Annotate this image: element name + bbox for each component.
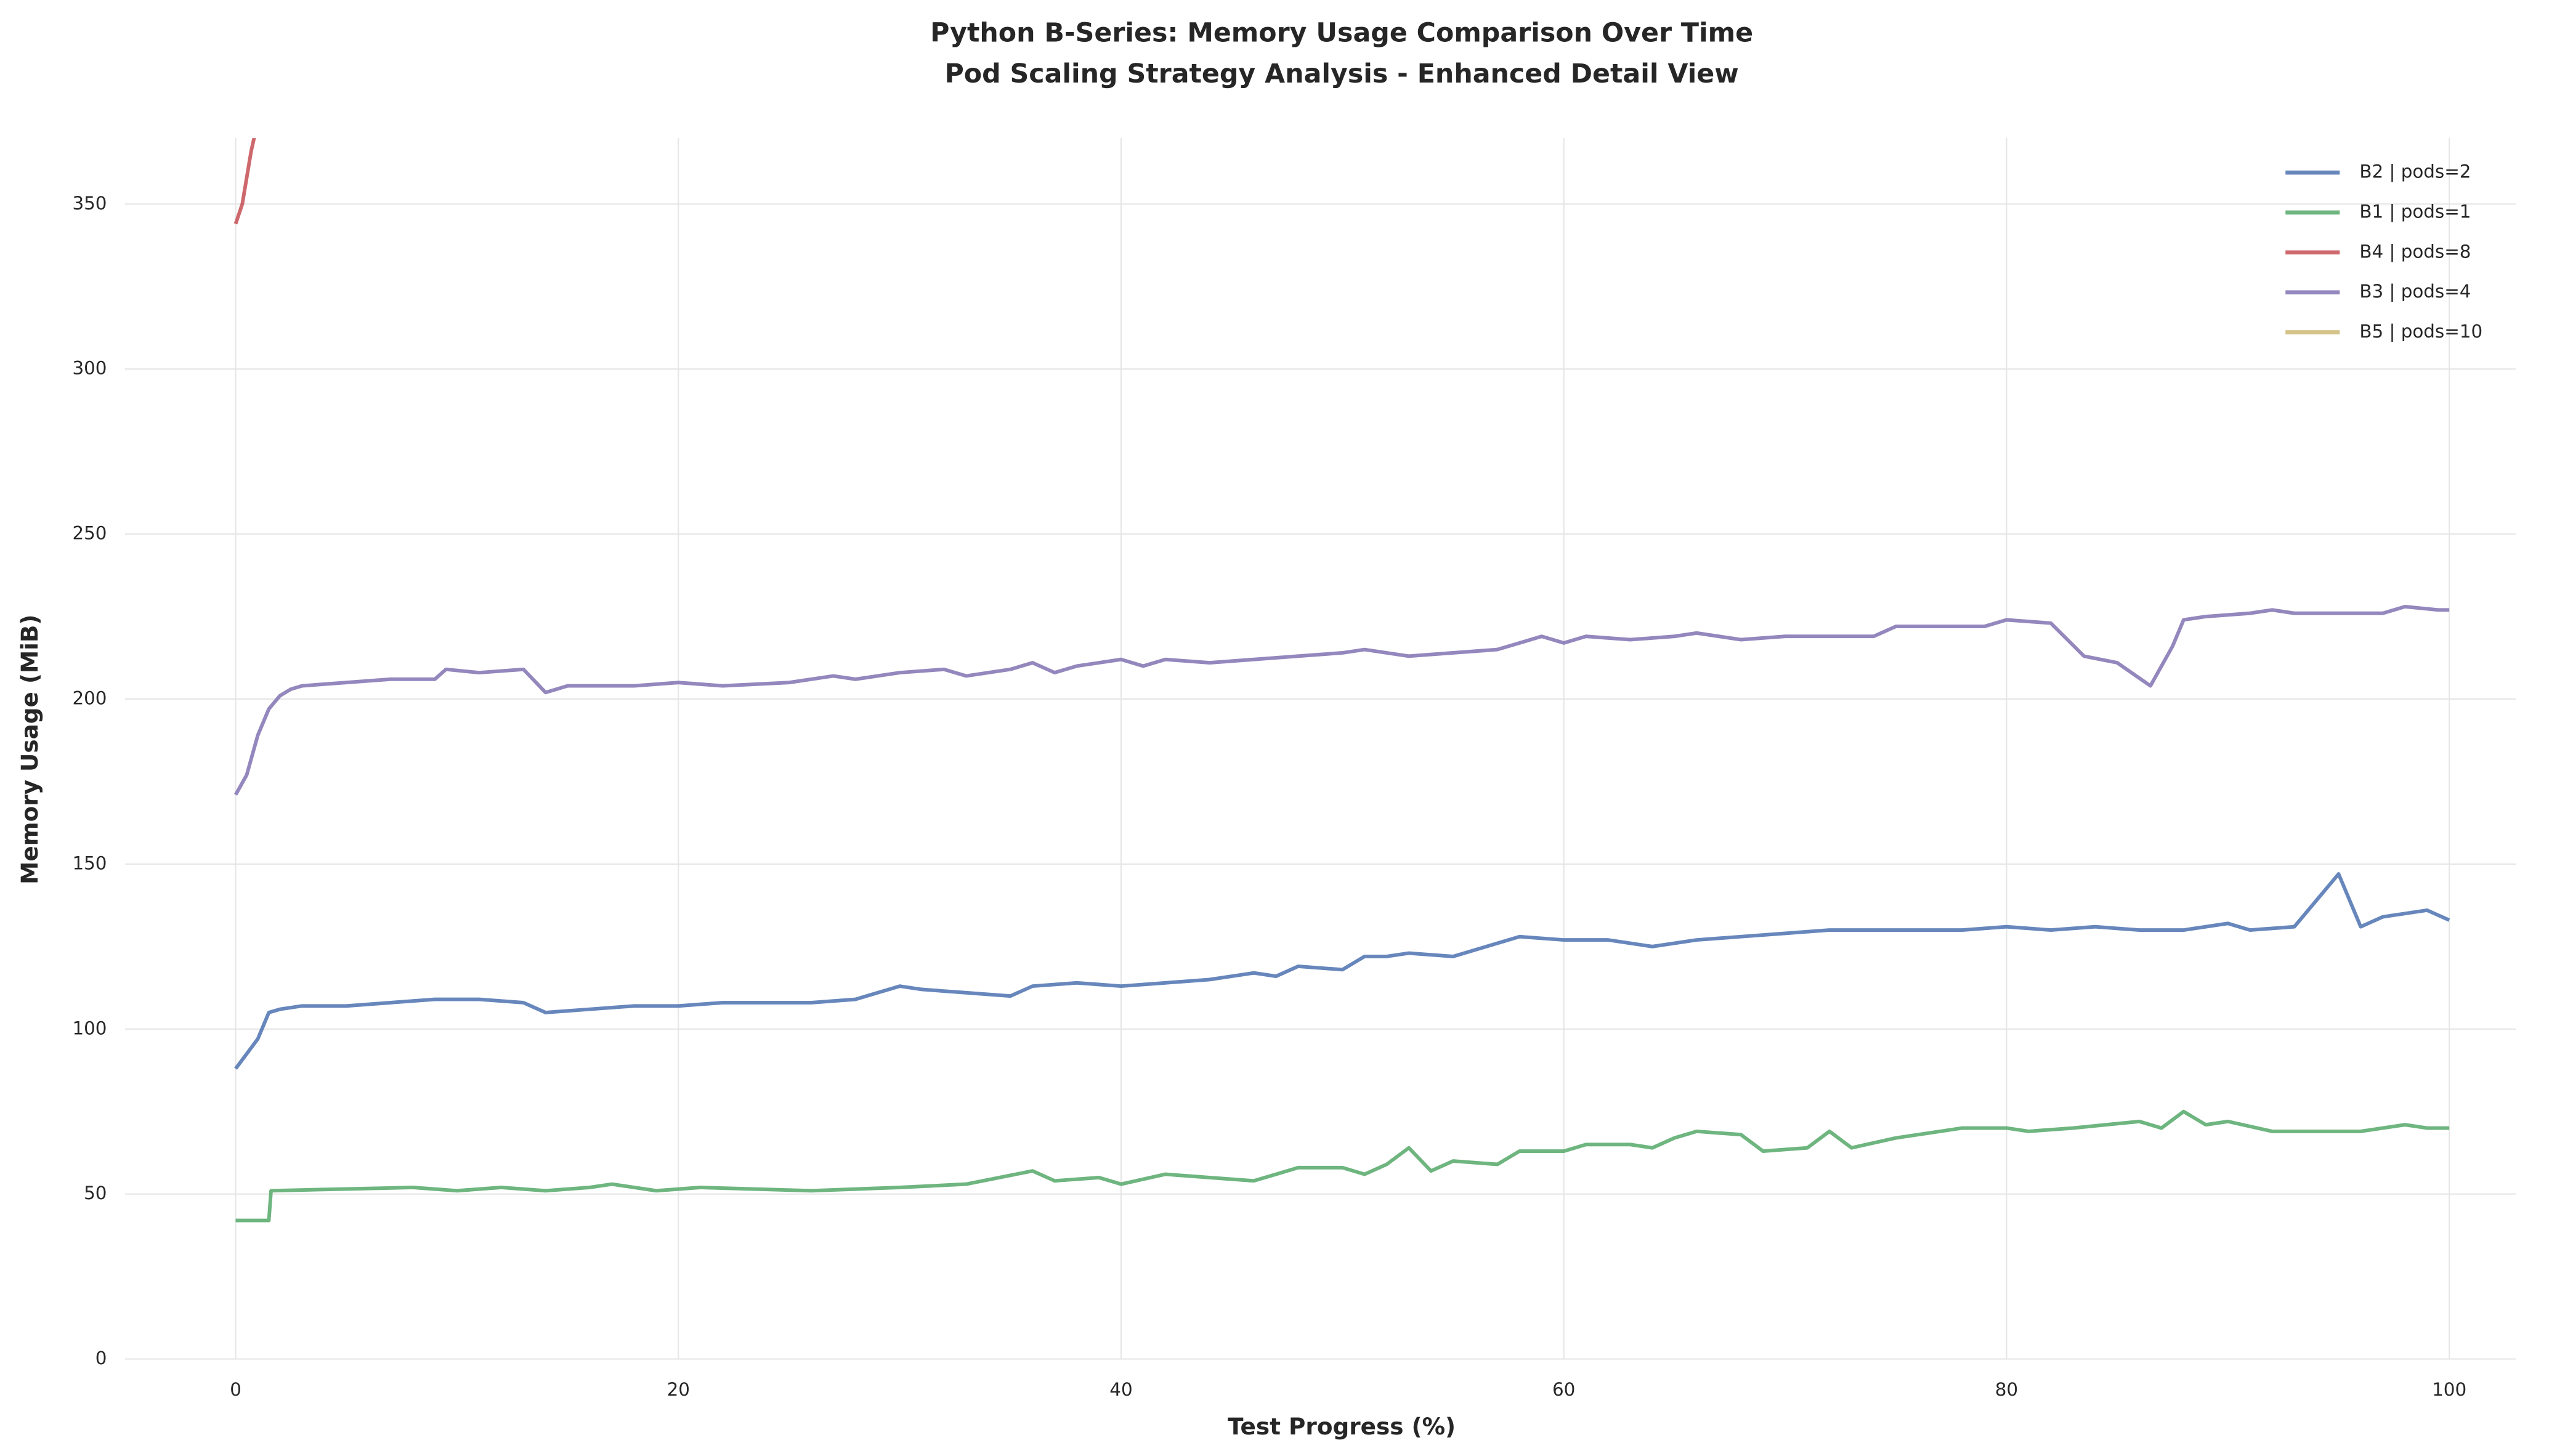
x-tick-label: 20	[667, 1379, 690, 1400]
x-tick-label: 40	[1109, 1379, 1132, 1400]
y-tick-label: 200	[72, 687, 107, 708]
y-tick-label: 150	[72, 852, 107, 873]
x-tick-label: 0	[230, 1379, 241, 1400]
y-axis-label: Memory Usage (MiB)	[16, 615, 43, 884]
series-line	[233, 605, 2450, 796]
legend-label: B4 | pods=8	[2359, 241, 2471, 262]
chart-subtitle: Pod Scaling Strategy Analysis - Enhanced…	[944, 59, 1738, 89]
legend: B2 | pods=2 B1 | pods=1 B4 | pods=8 B3 | po…	[2285, 161, 2482, 342]
series-line	[234, 872, 2450, 1070]
x-axis-label: Test Progress (%)	[1228, 1413, 1456, 1440]
x-tick-label: 60	[1552, 1379, 1575, 1400]
y-tick-label: 0	[95, 1348, 107, 1369]
legend-label: B5 | pods=10	[2359, 321, 2482, 342]
x-tick-label: 80	[1995, 1379, 2018, 1400]
legend-label: B2 | pods=2	[2359, 161, 2471, 183]
y-tick-label: 250	[72, 523, 107, 544]
y-tick-label: 50	[84, 1183, 107, 1203]
y-tick-label: 300	[72, 358, 107, 379]
plot-area	[233, 138, 2450, 1223]
x-tick-label: 100	[2432, 1379, 2466, 1400]
legend-label: B1 | pods=1	[2359, 201, 2471, 222]
y-tick-label: 350	[72, 193, 107, 214]
series-line	[235, 1109, 2450, 1223]
chart-title: Python B-Series: Memory Usage Comparison…	[930, 18, 1753, 49]
legend-label: B3 | pods=4	[2359, 281, 2471, 302]
grid: 0 50 100 150 200 250 300 350 0 20 40 60 80 100	[72, 138, 2516, 1400]
series-line	[233, 138, 256, 225]
y-tick-label: 100	[72, 1017, 107, 1038]
